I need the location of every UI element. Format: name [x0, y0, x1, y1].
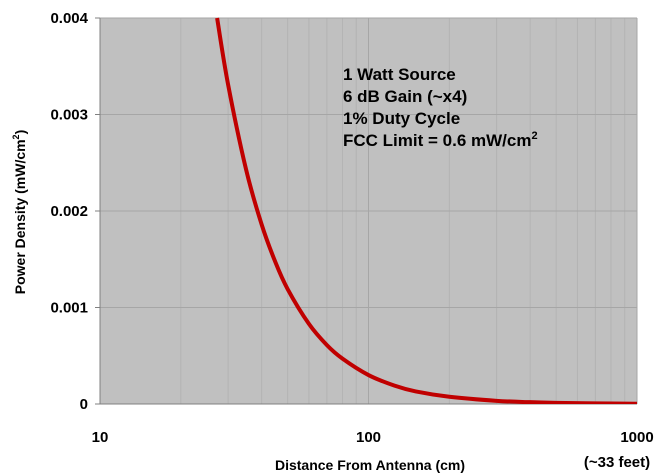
annotation-line-fcc-limit: FCC Limit = 0.6 mW/cm2 — [343, 130, 538, 150]
y-tick-labels: 0 0.001 0.002 0.003 0.004 — [50, 10, 88, 413]
y-tick-label: 0.004 — [50, 10, 88, 27]
annotation-line: 1 Watt Source — [343, 65, 456, 84]
annotation-fcc-limit-text: FCC Limit = 0.6 mW/cm — [343, 131, 531, 150]
annotation-line: 6 dB Gain (~x4) — [343, 87, 467, 106]
annotation-line: 1% Duty Cycle — [343, 109, 460, 128]
annotation-fcc-limit-superscript: 2 — [531, 130, 537, 142]
y-tick-label: 0.001 — [50, 300, 88, 317]
x-tick-note: (~33 feet) — [584, 454, 650, 471]
y-tick-label: 0 — [80, 396, 88, 413]
x-axis-title: Distance From Antenna (cm) — [275, 457, 465, 473]
x-tick-label: 1000 — [620, 429, 653, 446]
x-tick-label: 100 — [356, 429, 381, 446]
y-axis-title: Power Density (mW/cm2) — [11, 130, 28, 295]
y-tick-label: 0.003 — [50, 107, 88, 124]
y-tick-label: 0.002 — [50, 203, 88, 220]
y-axis-title-text: Power Density (mW/cm — [12, 139, 28, 294]
x-tick-labels: 10 100 1000 — [92, 429, 654, 446]
x-tick-label: 10 — [92, 429, 109, 446]
y-axis-title-end: ) — [12, 130, 28, 135]
